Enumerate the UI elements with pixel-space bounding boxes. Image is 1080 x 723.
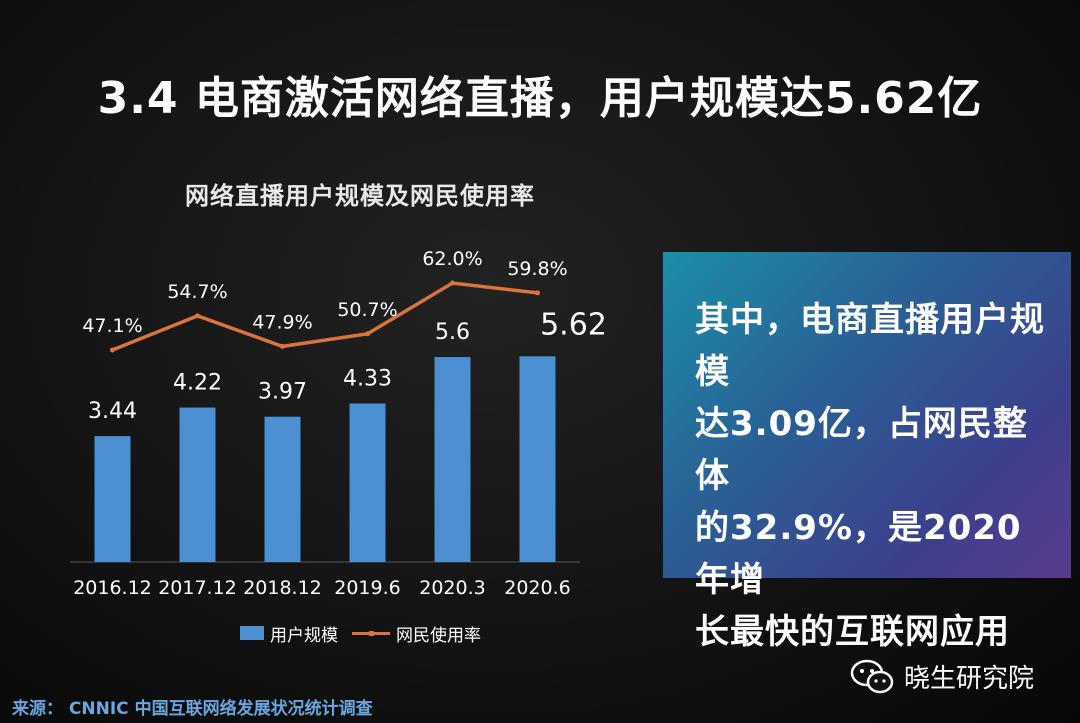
- x-tick-label: 2020.6: [504, 577, 570, 599]
- line-data-label: 47.1%: [82, 315, 142, 337]
- x-tick-label: 2019.6: [334, 577, 400, 599]
- line-point: [195, 313, 200, 319]
- bar-data-label: 3.44: [88, 399, 137, 424]
- line-point: [110, 347, 115, 353]
- wechat-icon: [850, 659, 894, 693]
- line-data-label: 59.8%: [507, 258, 567, 280]
- legend-bar-swatch: [240, 626, 264, 640]
- panel-line-3: 的32.9%，是2020年增: [695, 508, 1022, 600]
- slide-title: 3.4 电商激活网络直播，用户规模达5.62亿: [97, 73, 983, 124]
- usage-rate-line: [111, 281, 538, 352]
- bar-data-label: 3.97: [258, 380, 307, 405]
- line-point: [535, 290, 540, 296]
- line-point: [450, 280, 455, 286]
- bar: [349, 403, 386, 562]
- line-data-label: 62.0%: [422, 248, 482, 270]
- line-point: [280, 343, 285, 349]
- bar-data-label: 5.62: [540, 307, 607, 342]
- bar-data-label: 4.33: [343, 367, 392, 392]
- bar: [179, 407, 216, 562]
- line-point: [365, 331, 370, 337]
- bar-data-label: 4.22: [173, 371, 222, 396]
- bar: [434, 357, 471, 562]
- bar: [519, 356, 556, 562]
- legend-line-label: 网民使用率: [396, 625, 481, 646]
- legend-item-bar: 用户规模: [240, 621, 338, 646]
- source-note: 来源： CNNIC 中国互联网络发展状况统计调查: [12, 699, 373, 719]
- legend-item-line: 网民使用率: [352, 621, 481, 646]
- bar-data-label: 5.6: [435, 320, 470, 345]
- bar: [264, 416, 301, 562]
- combo-chart: 3.44 2016.12 4.22 2017.12 3.97 2018.12 4.33 201…: [70, 248, 607, 599]
- brand-name: 晓生研究院: [904, 664, 1035, 694]
- x-tick-label: 2020.3: [419, 577, 485, 599]
- panel-line-2: 达3.09亿，占网民整体: [695, 404, 1028, 496]
- chart-title: 网络直播用户规模及网民使用率: [185, 182, 535, 210]
- bar: [94, 436, 131, 562]
- highlight-panel: 其中，电商直播用户规模 达3.09亿，占网民整体 的32.9%，是2020年增 …: [663, 252, 1071, 652]
- line-data-label: 47.9%: [252, 311, 312, 333]
- legend-line-swatch: [352, 630, 390, 636]
- x-tick-label: 2017.12: [158, 577, 237, 599]
- panel-line-1: 其中，电商直播用户规模: [695, 300, 1045, 392]
- brand: 晓生研究院: [850, 658, 1034, 695]
- chart-legend: 用户规模 网民使用率: [240, 620, 481, 646]
- line-data-label: 50.7%: [337, 299, 397, 321]
- legend-bar-label: 用户规模: [270, 625, 338, 646]
- x-tick-label: 2018.12: [243, 577, 322, 599]
- panel-line-4: 长最快的互联网应用: [695, 612, 1010, 652]
- x-tick-label: 2016.12: [73, 577, 152, 599]
- panel-text: 其中，电商直播用户规模 达3.09亿，占网民整体 的32.9%，是2020年增 …: [695, 294, 1047, 658]
- line-data-label: 54.7%: [167, 281, 227, 303]
